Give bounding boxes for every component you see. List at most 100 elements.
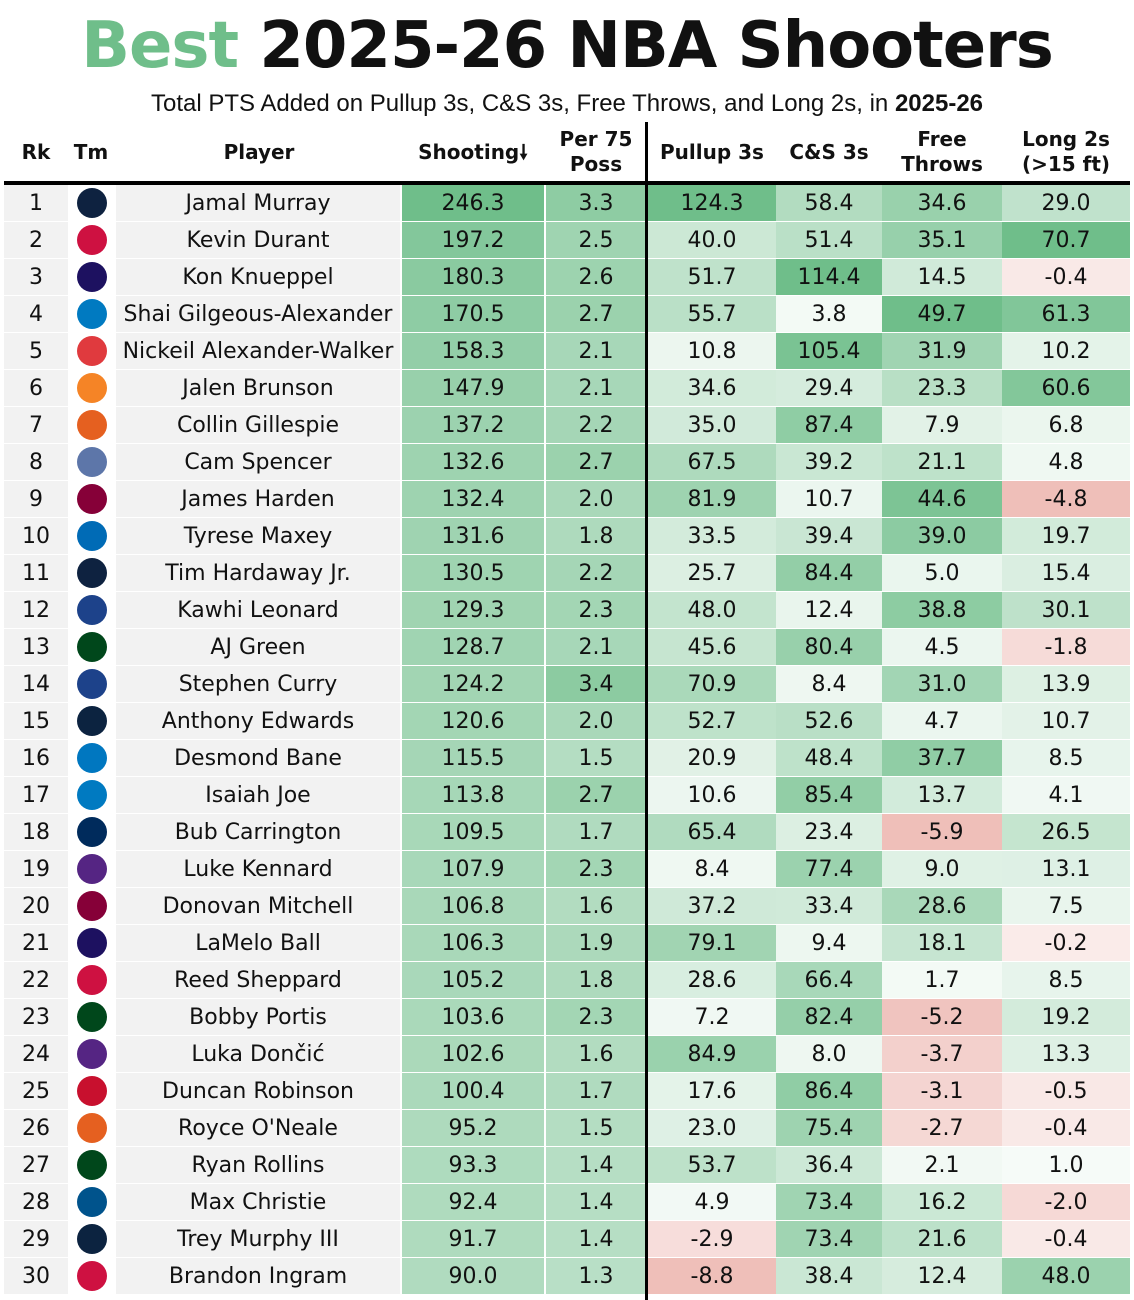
col-header-cs: C&S 3s: [789, 139, 869, 164]
table-row: 14 Stephen Curry 124.2 3.4 70.9 8.4 31.0 13.9: [4, 666, 1130, 703]
per75-line-1: Per 75: [559, 127, 633, 151]
shooting-cell: 124.2: [402, 666, 544, 702]
cs-cell: 12.4: [776, 592, 882, 628]
long2-cell: 26.5: [1002, 814, 1130, 850]
ft-cell: 35.1: [882, 222, 1002, 258]
per75-cell: 2.2: [546, 407, 646, 443]
rank-cell: 18: [4, 814, 68, 850]
ft-cell: 38.8: [882, 592, 1002, 628]
ft-cell: 7.9: [882, 407, 1002, 443]
player-cell: Stephen Curry: [116, 666, 400, 702]
shooting-cell: 109.5: [402, 814, 544, 850]
rank-cell: 28: [4, 1184, 68, 1220]
team-logo-icon: [77, 373, 107, 403]
per75-cell: 1.9: [546, 925, 646, 961]
rank-cell: 6: [4, 370, 68, 406]
player-cell: Anthony Edwards: [116, 703, 400, 739]
cs-cell: 73.4: [776, 1221, 882, 1257]
cs-cell: 38.4: [776, 1258, 882, 1294]
shooting-cell: 120.6: [402, 703, 544, 739]
ft-cell: 28.6: [882, 888, 1002, 924]
long2-cell: 10.2: [1002, 333, 1130, 369]
per75-cell: 1.8: [546, 518, 646, 554]
long2-cell: -0.2: [1002, 925, 1130, 961]
team-logo-icon: [77, 558, 107, 588]
player-cell: Bub Carrington: [116, 814, 400, 850]
player-cell: Cam Spencer: [116, 444, 400, 480]
pullup-cell: 10.6: [648, 777, 776, 813]
team-logo-icon: [77, 965, 107, 995]
long2-cell: -0.5: [1002, 1073, 1130, 1109]
per75-cell: 1.4: [546, 1184, 646, 1220]
team-logo-icon: [77, 1039, 107, 1069]
rank-cell: 21: [4, 925, 68, 961]
table-row: 5 Nickeil Alexander-Walker 158.3 2.1 10.8 105…: [4, 333, 1130, 370]
ft-cell: 4.5: [882, 629, 1002, 665]
player-cell: Luka Dončić: [116, 1036, 400, 1072]
team-logo-icon: [77, 706, 107, 736]
long2-cell: 48.0: [1002, 1258, 1130, 1294]
shooting-cell: 107.9: [402, 851, 544, 887]
pullup-cell: 10.8: [648, 333, 776, 369]
pullup-cell: 34.6: [648, 370, 776, 406]
col-header-long2: Long 2s (>15 ft): [1002, 122, 1130, 182]
rank-cell: 1: [4, 185, 68, 221]
per75-cell: 2.1: [546, 333, 646, 369]
per75-line-2: Poss: [569, 152, 623, 176]
table-row: 9 James Harden 132.4 2.0 81.9 10.7 44.6 -4.8: [4, 481, 1130, 518]
per75-cell: 2.0: [546, 481, 646, 517]
col-header-rk: Rk: [21, 139, 51, 164]
table-row: 19 Luke Kennard 107.9 2.3 8.4 77.4 9.0 13.1: [4, 851, 1130, 888]
ft-cell: -2.7: [882, 1110, 1002, 1146]
long2-cell: 8.5: [1002, 962, 1130, 998]
shooting-cell: 246.3: [402, 185, 544, 221]
team-logo-icon: [77, 595, 107, 625]
cs-cell: 105.4: [776, 333, 882, 369]
long2-cell: 15.4: [1002, 555, 1130, 591]
per75-cell: 3.4: [546, 666, 646, 702]
table-row: 20 Donovan Mitchell 106.8 1.6 37.2 33.4 28.6 7.…: [4, 888, 1130, 925]
shooting-cell: 130.5: [402, 555, 544, 591]
rank-cell: 20: [4, 888, 68, 924]
team-logo-icon: [77, 632, 107, 662]
long2-cell: 30.1: [1002, 592, 1130, 628]
long2-cell: 13.9: [1002, 666, 1130, 702]
long2-cell: 1.0: [1002, 1147, 1130, 1183]
shooting-cell: 105.2: [402, 962, 544, 998]
title-rest: 2025-26 NBA Shooters: [259, 9, 1053, 83]
rank-cell: 15: [4, 703, 68, 739]
team-logo-icon: [77, 1224, 107, 1254]
player-cell: Bobby Portis: [116, 999, 400, 1035]
col-header-player: Player: [223, 139, 295, 164]
ft-cell: 31.0: [882, 666, 1002, 702]
team-logo-icon: [77, 854, 107, 884]
cs-cell: 8.4: [776, 666, 882, 702]
per75-cell: 1.6: [546, 888, 646, 924]
long2-cell: -1.8: [1002, 629, 1130, 665]
cs-cell: 75.4: [776, 1110, 882, 1146]
player-cell: Ryan Rollins: [116, 1147, 400, 1183]
rank-cell: 22: [4, 962, 68, 998]
rank-cell: 23: [4, 999, 68, 1035]
pullup-cell: 81.9: [648, 481, 776, 517]
shooting-cell: 197.2: [402, 222, 544, 258]
table-row: 13 AJ Green 128.7 2.1 45.6 80.4 4.5 -1.8: [4, 629, 1130, 666]
table-row: 26 Royce O'Neale 95.2 1.5 23.0 75.4 -2.7 -0.4: [4, 1110, 1130, 1147]
pullup-cell: 45.6: [648, 629, 776, 665]
cs-cell: 77.4: [776, 851, 882, 887]
shooting-cell: 106.8: [402, 888, 544, 924]
team-logo-icon: [77, 299, 107, 329]
subtitle-season: 2025-26: [894, 90, 984, 117]
table-row: 24 Luka Dončić 102.6 1.6 84.9 8.0 -3.7 13.3: [4, 1036, 1130, 1073]
ft-cell: 18.1: [882, 925, 1002, 961]
table-row: 22 Reed Sheppard 105.2 1.8 28.6 66.4 1.7 8.5: [4, 962, 1130, 999]
team-logo-icon: [77, 928, 107, 958]
rank-cell: 25: [4, 1073, 68, 1109]
pullup-cell: 84.9: [648, 1036, 776, 1072]
cs-cell: 86.4: [776, 1073, 882, 1109]
table-row: 25 Duncan Robinson 100.4 1.7 17.6 86.4 -3.1 -0.…: [4, 1073, 1130, 1110]
shooting-cell: 170.5: [402, 296, 544, 332]
player-cell: Max Christie: [116, 1184, 400, 1220]
rank-cell: 8: [4, 444, 68, 480]
long2-cell: -0.4: [1002, 259, 1130, 295]
